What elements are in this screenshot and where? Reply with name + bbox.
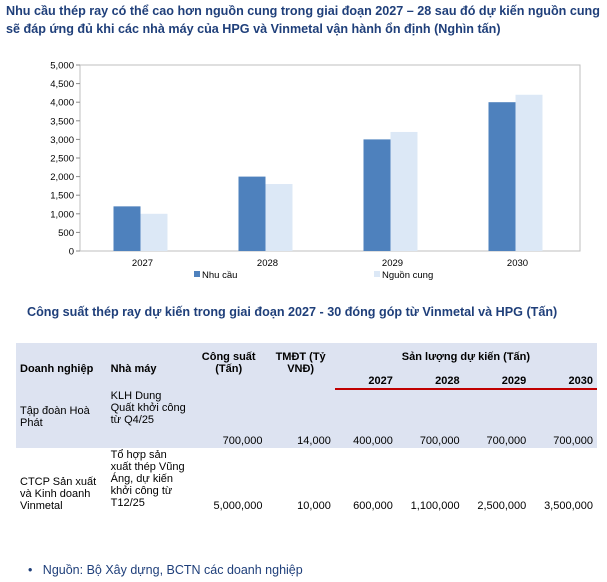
header-year: 2030	[530, 374, 597, 390]
y-tick-label: 1,000	[50, 209, 74, 220]
legend-swatch	[194, 271, 200, 277]
y-tick-label: 4,000	[50, 98, 74, 109]
legend-swatch	[374, 271, 380, 277]
table-header-row: Doanh nghiệp Nhà máy Công suất (Tấn) TMĐ…	[16, 343, 597, 375]
y-tick-label: 0	[69, 247, 74, 258]
row-company: CTCP Sản xuất và Kinh doanh Vinmetal	[16, 448, 107, 513]
row-output: 700,000	[463, 389, 531, 448]
bar	[140, 213, 168, 251]
row-output: 2,500,000	[463, 448, 531, 513]
row-output: 700,000	[530, 389, 597, 448]
header-year: 2027	[334, 374, 397, 390]
bar	[265, 184, 293, 251]
table-title: Công suất thép ray dự kiến trong giai đo…	[27, 305, 558, 319]
header-year: 2028	[396, 374, 464, 390]
bar	[238, 176, 266, 251]
bar	[515, 94, 543, 251]
x-tick-label: 2030	[507, 258, 528, 269]
bar	[488, 102, 516, 251]
header-year: 2029	[463, 374, 531, 390]
x-tick-label: 2029	[382, 258, 403, 269]
row-plant: Tổ hợp sản xuất thép Vũng Áng, dự kiến k…	[106, 448, 191, 513]
table-row: Tập đoàn Hoà Phát KLH Dung Quất khởi côn…	[16, 389, 597, 448]
row-capacity: 5,000,000	[190, 448, 267, 513]
chart-title: Nhu cầu thép ray có thể cao hơn nguồn cu…	[6, 4, 600, 36]
y-tick-label: 4,500	[50, 79, 74, 90]
row-investment: 14,000	[266, 389, 335, 448]
header-capacity: Công suất (Tấn)	[201, 351, 256, 375]
y-tick-label: 2,500	[50, 154, 74, 165]
row-output: 400,000	[334, 389, 397, 448]
header-plant: Nhà máy	[110, 362, 157, 375]
row-plant: KLH Dung Quất khởi công từ Q4/25	[106, 389, 191, 448]
x-tick-label: 2028	[257, 258, 278, 269]
row-output: 700,000	[396, 389, 464, 448]
bar-chart: 0 500 1,000 1,500 2,000 2,500 3,000 3,500 4,000 4…	[6, 61, 600, 287]
header-output: Sản lượng dự kiến (Tấn)	[401, 351, 531, 363]
table-row: CTCP Sản xuất và Kinh doanh Vinmetal Tổ …	[16, 448, 597, 513]
legend-label: Nguồn cung	[382, 270, 433, 281]
header-company: Doanh nghiệp	[20, 362, 94, 375]
bullet-icon: •	[28, 563, 43, 577]
y-tick-label: 5,000	[50, 61, 74, 72]
row-output: 600,000	[334, 448, 397, 513]
row-output: 3,500,000	[530, 448, 597, 513]
source-text: Nguồn: Bộ Xây dựng, BCTN các doanh nghiệ…	[42, 563, 303, 577]
source-note: • Nguồn: Bộ Xây dựng, BCTN các doanh ngh…	[28, 563, 303, 577]
header-investment: TMĐT (Tỷ VNĐ)	[275, 351, 326, 375]
bar	[390, 131, 418, 251]
y-tick-label: 500	[58, 228, 74, 239]
y-tick-label: 3,000	[50, 135, 74, 146]
row-capacity: 700,000	[190, 389, 267, 448]
row-investment: 10,000	[266, 448, 335, 513]
legend-label: Nhu cầu	[202, 270, 237, 281]
x-tick-label: 2027	[132, 258, 153, 269]
row-company: Tập đoàn Hoà Phát	[16, 389, 107, 448]
chart-svg: 0 500 1,000 1,500 2,000 2,500 3,000 3,500 4,000 4…	[50, 61, 581, 281]
capacity-table: Doanh nghiệp Nhà máy Công suất (Tấn) TMĐ…	[16, 343, 597, 513]
y-tick-label: 2,000	[50, 172, 74, 183]
bar	[113, 206, 141, 251]
bar	[363, 139, 391, 251]
y-tick-label: 3,500	[50, 116, 74, 127]
row-output: 1,100,000	[396, 448, 464, 513]
y-tick-label: 1,500	[50, 191, 74, 202]
